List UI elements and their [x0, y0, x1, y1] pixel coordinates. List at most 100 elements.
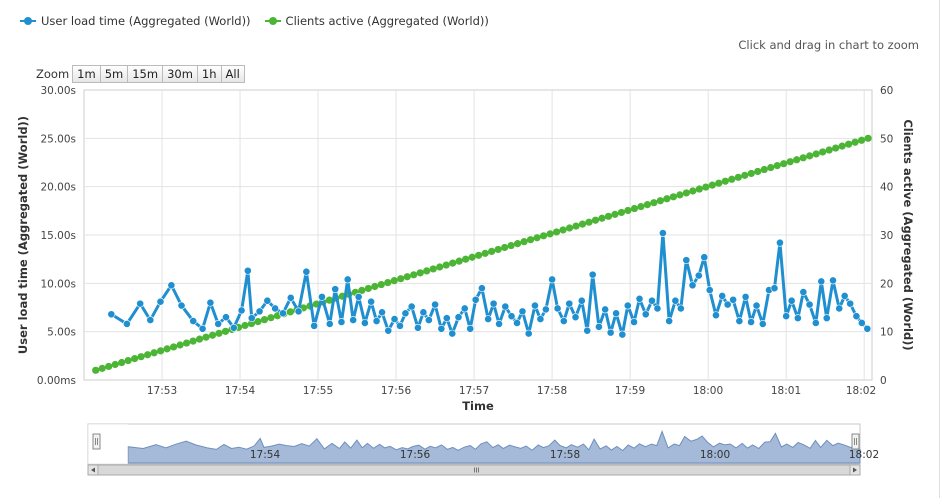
data-point-user-load-time[interactable]	[846, 299, 855, 308]
data-point-user-load-time[interactable]	[495, 320, 503, 328]
data-point-clients-active[interactable]	[475, 251, 483, 259]
data-point-user-load-time[interactable]	[302, 267, 311, 276]
data-point-clients-active[interactable]	[462, 255, 470, 263]
data-point-user-load-time[interactable]	[747, 318, 755, 326]
legend-item-user-load-time[interactable]: User load time (Aggregated (World))	[20, 14, 251, 28]
data-point-clients-active[interactable]	[676, 191, 684, 199]
data-point-clients-active[interactable]	[455, 257, 463, 265]
data-point-clients-active[interactable]	[384, 279, 392, 287]
data-point-user-load-time[interactable]	[524, 329, 533, 338]
data-point-user-load-time[interactable]	[222, 313, 230, 322]
data-point-clients-active[interactable]	[786, 158, 794, 166]
data-point-clients-active[interactable]	[559, 226, 567, 234]
data-point-clients-active[interactable]	[838, 142, 846, 150]
data-point-user-load-time[interactable]	[407, 302, 416, 311]
data-point-user-load-time[interactable]	[688, 281, 697, 290]
data-point-user-load-time[interactable]	[484, 315, 493, 323]
data-point-user-load-time[interactable]	[659, 229, 667, 237]
data-point-clients-active[interactable]	[195, 335, 204, 343]
data-point-user-load-time[interactable]	[349, 316, 358, 324]
data-point-user-load-time[interactable]	[641, 310, 650, 319]
data-point-user-load-time[interactable]	[294, 307, 303, 316]
data-point-user-load-time[interactable]	[442, 314, 451, 323]
data-point-user-load-time[interactable]	[360, 319, 369, 327]
range-button-30m[interactable]: 30m	[162, 65, 198, 83]
data-point-clients-active[interactable]	[728, 175, 736, 183]
data-point-user-load-time[interactable]	[559, 317, 568, 325]
data-point-clients-active[interactable]	[254, 317, 262, 326]
data-point-clients-active[interactable]	[851, 138, 859, 146]
data-point-clients-active[interactable]	[669, 193, 677, 201]
data-point-clients-active[interactable]	[604, 212, 613, 220]
data-point-user-load-time[interactable]	[612, 309, 620, 318]
data-point-user-load-time[interactable]	[741, 292, 750, 301]
data-point-clients-active[interactable]	[429, 265, 437, 273]
data-point-clients-active[interactable]	[92, 366, 100, 374]
data-point-clients-active[interactable]	[715, 179, 723, 187]
data-point-user-load-time[interactable]	[705, 286, 714, 294]
data-point-clients-active[interactable]	[643, 201, 652, 209]
data-point-clients-active[interactable]	[416, 269, 424, 277]
data-point-user-load-time[interactable]	[758, 320, 767, 328]
data-point-clients-active[interactable]	[578, 220, 587, 228]
data-point-user-load-time[interactable]	[583, 326, 592, 335]
data-point-clients-active[interactable]	[819, 148, 827, 156]
data-point-user-load-time[interactable]	[437, 324, 446, 333]
data-point-user-load-time[interactable]	[735, 317, 744, 325]
data-point-clients-active[interactable]	[494, 245, 502, 254]
data-point-clients-active[interactable]	[403, 273, 411, 281]
data-point-clients-active[interactable]	[144, 351, 152, 359]
data-point-user-load-time[interactable]	[177, 301, 186, 310]
data-point-clients-active[interactable]	[825, 146, 833, 154]
data-point-user-load-time[interactable]	[630, 318, 638, 326]
data-point-clients-active[interactable]	[773, 162, 781, 170]
data-point-user-load-time[interactable]	[588, 270, 597, 279]
data-point-user-load-time[interactable]	[729, 295, 738, 304]
data-point-user-load-time[interactable]	[271, 304, 280, 313]
data-point-user-load-time[interactable]	[857, 319, 866, 327]
data-point-clients-active[interactable]	[591, 216, 600, 224]
data-point-user-load-time[interactable]	[214, 320, 223, 328]
data-point-clients-active[interactable]	[449, 259, 457, 267]
data-point-clients-active[interactable]	[267, 314, 275, 322]
data-point-user-load-time[interactable]	[390, 315, 399, 323]
data-point-user-load-time[interactable]	[448, 329, 457, 338]
data-point-clients-active[interactable]	[812, 150, 820, 158]
data-point-user-load-time[interactable]	[189, 317, 198, 325]
data-point-user-load-time[interactable]	[776, 238, 784, 247]
data-point-clients-active[interactable]	[552, 228, 561, 236]
data-point-clients-active[interactable]	[423, 267, 431, 275]
data-point-clients-active[interactable]	[215, 329, 223, 337]
data-point-clients-active[interactable]	[208, 331, 217, 339]
data-point-user-load-time[interactable]	[263, 296, 272, 305]
data-point-user-load-time[interactable]	[431, 300, 439, 309]
data-point-user-load-time[interactable]	[553, 304, 562, 313]
data-point-user-load-time[interactable]	[513, 319, 521, 327]
data-point-user-load-time[interactable]	[723, 300, 732, 309]
data-point-clients-active[interactable]	[585, 218, 593, 226]
data-point-user-load-time[interactable]	[712, 311, 720, 320]
data-point-clients-active[interactable]	[637, 202, 645, 211]
data-point-clients-active[interactable]	[526, 236, 535, 244]
data-point-user-load-time[interactable]	[243, 266, 252, 275]
data-point-clients-active[interactable]	[721, 177, 729, 185]
data-point-clients-active[interactable]	[514, 240, 522, 248]
data-point-clients-active[interactable]	[481, 249, 489, 257]
data-point-clients-active[interactable]	[260, 316, 269, 324]
data-point-clients-active[interactable]	[390, 277, 398, 285]
data-point-clients-active[interactable]	[806, 152, 814, 160]
data-point-clients-active[interactable]	[221, 327, 230, 335]
data-point-clients-active[interactable]	[176, 341, 184, 349]
data-point-clients-active[interactable]	[663, 195, 671, 203]
data-point-clients-active[interactable]	[247, 319, 256, 328]
navigator[interactable]: 17:54 17:56 17:58 18:00 18:02	[87, 423, 879, 465]
data-point-clients-active[interactable]	[436, 263, 444, 271]
data-point-clients-active[interactable]	[202, 333, 210, 341]
data-point-clients-active[interactable]	[507, 241, 515, 250]
data-point-clients-active[interactable]	[650, 199, 658, 207]
data-point-clients-active[interactable]	[689, 187, 697, 195]
data-point-clients-active[interactable]	[858, 136, 866, 144]
data-point-user-load-time[interactable]	[414, 323, 422, 332]
data-point-user-load-time[interactable]	[401, 309, 410, 318]
data-point-user-load-time[interactable]	[156, 297, 165, 306]
